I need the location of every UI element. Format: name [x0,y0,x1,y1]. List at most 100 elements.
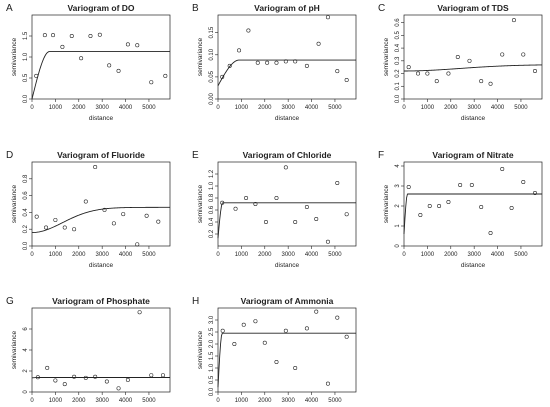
panel-letter: D [6,150,13,161]
data-point [163,73,168,78]
data-point [416,71,421,76]
y-axis-label: semivariance [383,37,390,76]
panel-e: E Variogram of Chloride 0 1000 2000 3000 4000 5… [192,150,357,269]
data-point [488,231,493,236]
data-point [69,33,74,38]
y-tick-label: 0.0 [23,94,29,103]
data-point [44,225,49,230]
plot-frame [217,14,357,100]
data-point [427,204,432,209]
data-point [500,52,505,57]
y-tick-label: 0.2 [395,69,401,78]
plot-frame [403,161,543,247]
data-point [304,63,309,68]
y-tick-label: 0.10 [209,48,215,60]
data-point [220,328,225,333]
data-point [437,204,442,209]
data-point [325,239,330,244]
data-point [293,365,298,370]
data-point [83,199,88,204]
y-tick-label: 1 [395,224,401,228]
data-point [34,73,39,78]
data-point [521,52,526,57]
data-point [335,69,340,74]
x-axis-label: distance [275,262,300,269]
x-tick-label: 5000 [514,252,528,258]
chart-title: Variogram of Chloride [243,150,332,160]
data-point [149,80,154,85]
data-point [93,374,98,379]
data-point [469,183,474,188]
x-tick-label: 3000 [281,105,295,111]
y-tick-label: 2.5 [209,327,215,336]
x-tick-label: 4000 [305,252,319,258]
x-axis-label: distance [89,262,114,269]
x-tick-label: 5000 [142,252,156,258]
x-tick-label: 2000 [444,252,458,258]
chart-title: Variogram of pH [254,3,320,13]
data-point [233,206,238,211]
y-axis-label: semivariance [197,37,204,76]
data-point [455,54,460,59]
model-curve [217,59,356,86]
data-point [488,81,493,86]
data-point [253,319,258,324]
x-tick-label: 2000 [72,105,86,111]
x-axis-label: distance [89,115,114,122]
x-axis-label: distance [461,262,486,269]
data-point [237,48,242,53]
panel-letter: E [192,150,199,161]
data-point [406,65,411,70]
plot-frame [403,14,543,100]
y-tick-label: 0.00 [209,93,215,105]
panel-letter: G [6,296,14,307]
data-point [97,32,102,37]
data-point [304,326,309,331]
data-point [446,71,451,76]
y-tick-label: 0.8 [23,174,29,183]
model-curve [403,193,542,235]
data-point [53,217,58,222]
panel-f: F Variogram of Nitrate 0 1000 2000 3000 4000 50… [378,150,543,269]
x-tick-label: 2000 [72,398,86,404]
data-point [125,42,130,47]
data-point [42,33,47,38]
y-tick-label: 0.4 [395,43,401,52]
x-tick-label: 0 [30,252,34,258]
x-tick-label: 2000 [258,398,272,404]
x-axis-label: distance [461,115,486,122]
y-tick-label: 0.5 [209,375,215,384]
data-point [135,242,140,247]
y-tick-label: 0.6 [395,18,401,27]
data-point [500,167,505,172]
x-tick-label: 3000 [467,105,481,111]
data-point [35,375,40,380]
x-tick-label: 5000 [142,105,156,111]
data-point [316,41,321,46]
x-tick-label: 1000 [235,398,249,404]
data-point [160,373,165,378]
chart-title: Variogram of DO [67,3,134,13]
data-point [532,191,537,196]
x-tick-label: 0 [402,252,406,258]
data-point [125,377,130,382]
data-point [79,56,84,61]
data-point [220,74,225,79]
data-point [274,359,279,364]
plot-frame [31,307,171,393]
model-curve [404,64,543,72]
data-point [265,60,270,65]
model-curve [217,332,356,388]
data-point [467,58,472,63]
y-tick-label: 0 [23,390,29,394]
y-tick-label: 4 [395,164,401,168]
y-tick-label: 0 [395,244,401,248]
data-point [479,205,484,210]
x-tick-label: 3000 [281,252,295,258]
panel-a: A Variogram of DO 0 1000 2000 3000 4000 5000 0.0… [6,3,171,122]
plot-frame [217,307,357,393]
y-tick-label: 2 [395,204,401,208]
y-tick-label: 0.4 [209,217,215,226]
data-point [60,44,65,49]
x-tick-label: 5000 [328,252,342,258]
